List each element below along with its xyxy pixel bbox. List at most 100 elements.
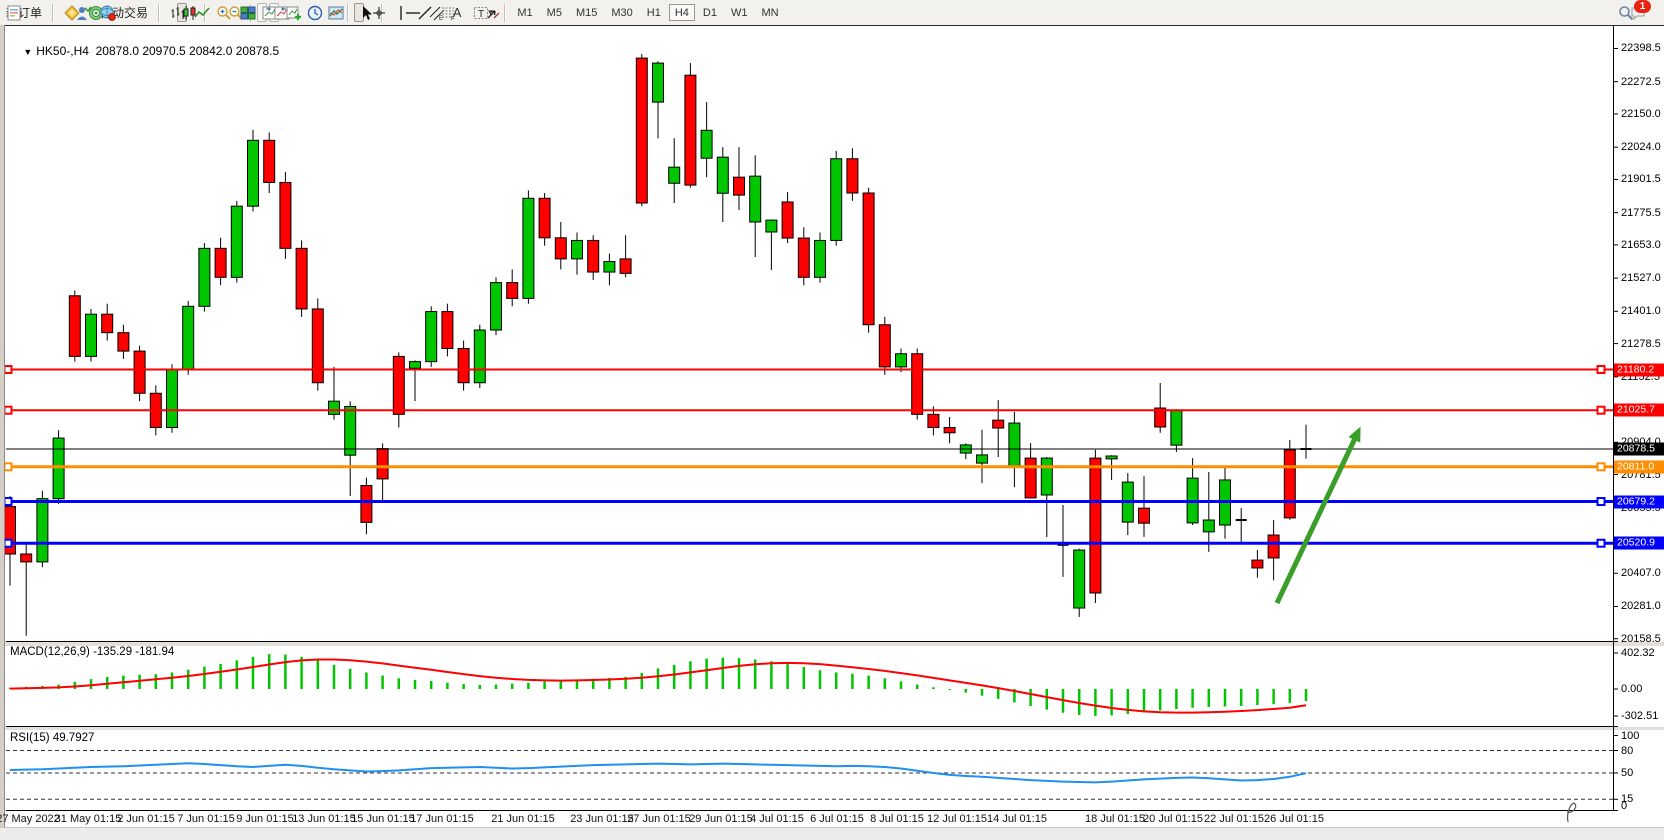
macd-histogram-bar <box>1045 689 1049 710</box>
candlestick <box>862 192 875 326</box>
candlestick <box>814 239 826 278</box>
macd-axis-label: 0.00 <box>1621 683 1643 695</box>
date-axis-label: 9 Jun 01:15 <box>236 813 294 825</box>
templates-button[interactable]: ▼ <box>323 3 344 22</box>
macd-histogram-bar <box>591 678 595 689</box>
horizontal-line-tool-button[interactable] <box>400 3 420 22</box>
timeframe-button-d1[interactable]: D1 <box>702 6 717 19</box>
price-axis-label: 22398.5 <box>1621 42 1661 55</box>
line-drag-handle[interactable] <box>1596 497 1606 507</box>
timeframe-button-m5[interactable]: M5 <box>546 6 562 19</box>
periods-button[interactable]: ▼ <box>302 3 323 22</box>
candlestick <box>490 282 502 331</box>
price-axis-label: 21278.5 <box>1621 337 1661 350</box>
macd-histogram-bar <box>1029 689 1032 707</box>
tile-windows-icon <box>240 6 256 19</box>
line-chart-button[interactable] <box>189 3 210 22</box>
window-left-edge <box>0 25 5 840</box>
macd-histogram-bar <box>1191 689 1194 708</box>
fibonacci-tool-button[interactable]: F <box>436 3 455 22</box>
macd-histogram-bar <box>1077 689 1081 715</box>
trader-icon <box>77 6 92 20</box>
candlestick <box>522 197 535 299</box>
crosshair-tool-button[interactable] <box>366 3 385 22</box>
chevron-down-icon[interactable]: ▼ <box>23 47 33 57</box>
label-tool-button[interactable]: T <box>468 3 489 22</box>
cursor-tool-button[interactable] <box>353 3 372 22</box>
date-axis-label: 17 Jun 01:15 <box>410 813 474 825</box>
add-indicator-button[interactable]: ▼ <box>281 3 302 22</box>
candlestick <box>133 350 146 394</box>
candlestick <box>830 158 843 241</box>
macd-histogram-bar <box>397 678 401 689</box>
candlestick <box>473 329 486 384</box>
macd-histogram-bar <box>1272 689 1275 705</box>
metaeditor-button[interactable] <box>59 3 80 22</box>
candlestick <box>68 295 81 357</box>
channel-tool-button[interactable]: E <box>424 3 445 22</box>
arrows-tool-button[interactable]: ▼ <box>480 3 500 22</box>
bar-chart-button[interactable] <box>165 3 185 22</box>
zoom-out-icon <box>229 5 243 20</box>
trend-arrow-shaft[interactable] <box>1274 430 1361 605</box>
macd-histogram-bar <box>1256 689 1259 706</box>
line-drag-handle[interactable] <box>3 462 13 472</box>
new-order-button[interactable]: 新订单 <box>1 3 47 22</box>
terminal-button[interactable] <box>71 3 92 22</box>
candlestick <box>279 181 292 249</box>
trend-arrow-head[interactable] <box>1348 426 1361 443</box>
macd-histogram-bar <box>899 681 903 689</box>
date-axis-label: 14 Jul 01:15 <box>987 813 1047 825</box>
line-drag-handle[interactable] <box>3 365 13 375</box>
toolbar-separator <box>346 3 349 22</box>
macd-histogram-bar <box>1207 689 1211 707</box>
price-axis-label: 22272.5 <box>1621 75 1661 88</box>
macd-histogram-bar <box>818 670 822 689</box>
signals-button[interactable] <box>83 3 104 22</box>
macd-histogram-bar <box>867 675 870 689</box>
timeframe-button-h4[interactable]: H4 <box>668 4 695 21</box>
tile-windows-button[interactable] <box>235 3 256 22</box>
timeframe-button-w1[interactable]: W1 <box>730 6 748 19</box>
macd-histogram-bar <box>964 689 968 693</box>
candlestick <box>1251 559 1264 569</box>
main-toolbar: 新订单 <box>0 0 1664 26</box>
timeframe-button-m1[interactable]: M1 <box>517 6 533 19</box>
autotrading-button[interactable]: 自动交易 <box>95 3 153 22</box>
timeframe-button-h1[interactable]: H1 <box>646 6 661 19</box>
notifications-button[interactable]: 1 <box>1625 0 1655 22</box>
trendline-tool-button[interactable] <box>412 3 432 22</box>
macd-histogram-bar <box>413 680 417 689</box>
zoom-in-button[interactable] <box>211 3 231 22</box>
rsi-axis-label: 0 <box>1621 800 1628 812</box>
price-tag: 20878.5 <box>1614 442 1664 456</box>
candlestick <box>1089 457 1102 594</box>
candlestick <box>166 369 178 429</box>
zoom-out-button[interactable] <box>223 3 243 22</box>
candlestick <box>1154 407 1167 428</box>
text-tool-button[interactable]: A <box>448 3 467 22</box>
date-axis-label: 23 Jun 01:15 <box>570 813 634 825</box>
timeframe-button-m30[interactable]: M30 <box>611 6 633 19</box>
timeframe-button-mn[interactable]: MN <box>761 6 779 19</box>
macd-histogram-bar <box>624 676 627 689</box>
macd-histogram-bar <box>332 664 336 689</box>
timeframe-button-m15[interactable]: M15 <box>575 6 598 19</box>
search-button[interactable] <box>1613 3 1634 22</box>
line-drag-handle[interactable] <box>3 538 13 548</box>
horizontal-line-icon <box>405 11 420 14</box>
clock-icon <box>307 5 323 20</box>
macd-histogram-bar <box>203 666 206 689</box>
status-strip <box>0 827 1664 840</box>
line-drag-handle[interactable] <box>1596 405 1606 415</box>
vertical-line-tool-button[interactable] <box>388 3 402 22</box>
line-drag-handle[interactable] <box>1596 365 1606 375</box>
candlestick <box>1283 449 1296 519</box>
line-drag-handle[interactable] <box>3 497 13 507</box>
candlestick <box>733 176 745 196</box>
line-drag-handle[interactable] <box>1596 462 1606 472</box>
date-axis-label: 20 Jul 01:15 <box>1143 813 1203 825</box>
line-drag-handle[interactable] <box>1596 538 1606 548</box>
line-drag-handle[interactable] <box>3 405 13 415</box>
